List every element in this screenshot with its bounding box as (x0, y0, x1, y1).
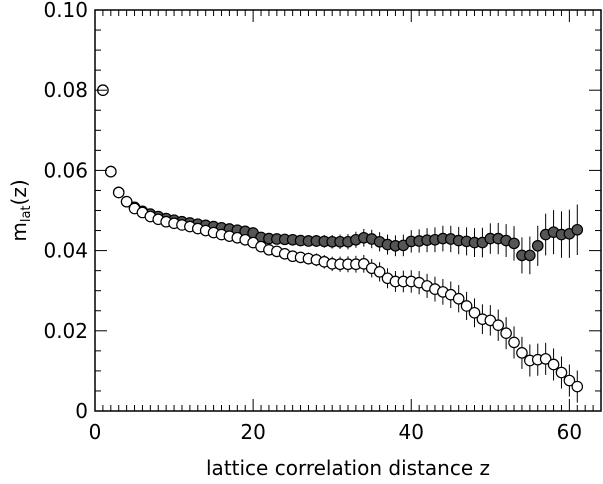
open-point (112, 186, 125, 199)
x-tick-label: 60 (557, 420, 582, 444)
y-tick-label: 0.08 (43, 78, 88, 102)
y-tick-label: 0 (75, 399, 88, 423)
open-point (452, 292, 465, 305)
y-axis-label-main: m (7, 222, 31, 241)
series-open (97, 84, 584, 403)
x-axis-label: lattice correlation distance z (206, 456, 490, 480)
open-point (563, 374, 576, 387)
y-axis-label: mlat(z) (7, 179, 34, 241)
series-filled (97, 84, 584, 275)
filled-point (531, 239, 544, 252)
chart-marks (97, 84, 584, 403)
x-tick-label: 20 (240, 420, 265, 444)
open-point (373, 266, 386, 278)
open-point (468, 306, 481, 319)
filled-point (524, 249, 536, 262)
open-point (539, 353, 552, 365)
open-point (492, 319, 505, 331)
tick-labels: 0 20 40 60 0 0.02 0.04 0.06 0.08 0.10 (43, 0, 582, 444)
open-point (571, 380, 584, 393)
open-point (516, 347, 528, 359)
y-tick-label: 0.04 (43, 239, 88, 263)
open-point (547, 358, 560, 371)
open-point (500, 327, 512, 340)
filled-point (571, 223, 584, 236)
open-point (460, 300, 473, 312)
y-axis-label-sub: lat (19, 205, 34, 222)
open-point (555, 366, 568, 379)
y-tick-label: 0.10 (43, 0, 88, 22)
axis-ticks (94, 9, 602, 412)
y-tick-label: 0.06 (43, 158, 88, 182)
x-tick-label: 0 (89, 420, 102, 444)
open-point (508, 336, 520, 349)
x-tick-label: 40 (399, 420, 424, 444)
y-tick-label: 0.02 (43, 319, 88, 343)
open-point (120, 195, 133, 208)
open-point (105, 165, 117, 178)
y-axis-label-suffix: (z) (7, 179, 31, 205)
filled-point (508, 237, 520, 250)
